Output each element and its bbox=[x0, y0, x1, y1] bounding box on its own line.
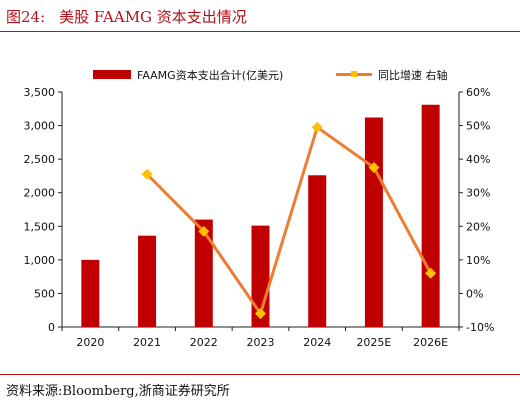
left-axis-tick-label: 1,000 bbox=[24, 254, 56, 267]
bar bbox=[364, 117, 383, 327]
right-axis-tick-label: 60% bbox=[466, 86, 490, 99]
left-axis-tick-label: 0 bbox=[48, 321, 55, 334]
x-axis-tick-label: 2021 bbox=[133, 336, 161, 349]
line-point bbox=[425, 267, 437, 279]
right-axis-tick-label: 40% bbox=[466, 153, 490, 166]
right-axis-tick-label: 10% bbox=[466, 254, 490, 267]
line-point bbox=[255, 308, 266, 320]
bar bbox=[138, 235, 157, 327]
line-series bbox=[141, 121, 437, 320]
left-y-axis: 0 500 1,000 1,500 2,000 2,500 3,000 3,500 bbox=[24, 86, 63, 334]
x-axis-tick-label: 2025E bbox=[356, 336, 391, 349]
legend-swatch-marker bbox=[351, 71, 357, 77]
left-axis-tick-label: 500 bbox=[34, 287, 55, 300]
legend-label-bar: FAAMG资本支出合计(亿美元) bbox=[137, 68, 283, 82]
x-axis-tick-label: 2026E bbox=[413, 336, 448, 349]
right-axis-tick-label: 20% bbox=[466, 220, 490, 233]
source-rule bbox=[0, 374, 520, 375]
bar bbox=[194, 219, 213, 327]
figure-title: 图24: 美股 FAAMG 资本支出情况 bbox=[6, 6, 247, 27]
right-y-axis: -10% 0% 10% 20% 30% 40% 50% 60% bbox=[458, 86, 494, 334]
legend: FAAMG资本支出合计(亿美元) 同比增速 右轴 bbox=[93, 68, 448, 82]
x-axis-tick-label: 2023 bbox=[247, 336, 275, 349]
bar-series bbox=[81, 104, 440, 327]
bar bbox=[81, 259, 100, 327]
right-axis-tick-label: 30% bbox=[466, 187, 490, 200]
right-axis-tick-label: 0% bbox=[466, 287, 483, 300]
line-point bbox=[368, 162, 380, 174]
x-axis-tick-label: 2020 bbox=[76, 336, 104, 349]
x-axis: 2020 2021 2022 2023 2024 2025E 2026E bbox=[61, 326, 460, 349]
left-axis-tick-label: 3,500 bbox=[24, 86, 56, 99]
left-axis-tick-label: 2,000 bbox=[24, 187, 56, 200]
right-axis-tick-label: 50% bbox=[466, 120, 490, 133]
left-axis-tick-label: 3,000 bbox=[24, 120, 56, 133]
source-note: 资料来源:Bloomberg,浙商证券研究所 bbox=[6, 384, 230, 399]
bar bbox=[308, 175, 327, 327]
title-rule bbox=[0, 31, 520, 32]
growth-line bbox=[146, 125, 432, 316]
legend-swatch-bar bbox=[93, 70, 131, 79]
bar bbox=[421, 104, 440, 327]
line-point bbox=[311, 121, 323, 133]
figure-title-text: 美股 FAAMG 资本支出情况 bbox=[59, 8, 247, 26]
legend-label-line: 同比增速 右轴 bbox=[378, 68, 448, 82]
line-point bbox=[141, 168, 153, 180]
line-point bbox=[198, 225, 210, 237]
left-axis-tick-label: 2,500 bbox=[24, 153, 56, 166]
capex-chart: FAAMG资本支出合计(亿美元) 同比增速 右轴 0 500 1,000 1,500 2,… bbox=[24, 68, 495, 349]
right-axis-tick-label: -10% bbox=[466, 321, 494, 334]
left-axis-tick-label: 1,500 bbox=[24, 220, 56, 233]
x-axis-tick-label: 2024 bbox=[303, 336, 331, 349]
figure-label: 图24: bbox=[6, 8, 46, 26]
x-axis-tick-label: 2022 bbox=[190, 336, 218, 349]
